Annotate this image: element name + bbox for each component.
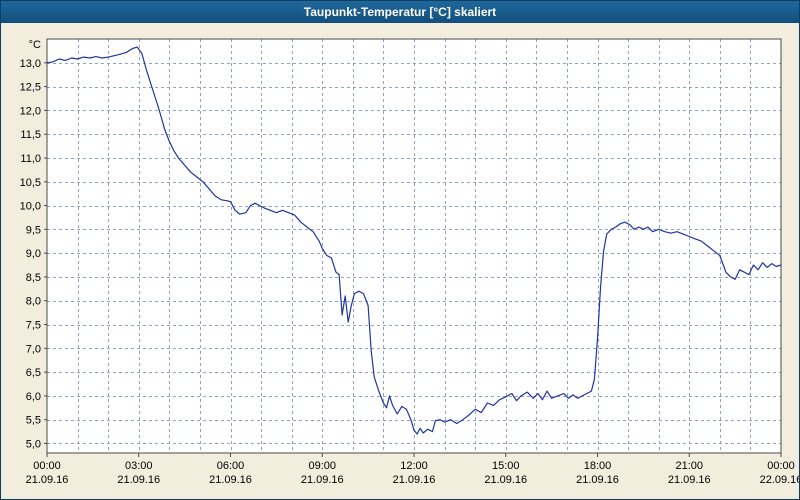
x-tick-date: 21.09.16	[393, 474, 436, 486]
y-tick-label: 6,5	[26, 367, 41, 379]
x-tick-time: 15:00	[492, 460, 520, 472]
y-tick-label: 11,5	[20, 129, 41, 141]
y-tick-label: 8,5	[26, 272, 41, 284]
y-tick-label: 12,0	[20, 105, 41, 117]
y-tick-label: 10,5	[20, 177, 41, 189]
y-tick-label: 5,5	[26, 415, 41, 427]
x-tick-date: 21.09.16	[484, 474, 527, 486]
x-tick-time: 03:00	[125, 460, 153, 472]
x-tick-time: 09:00	[308, 460, 336, 472]
y-tick-label: 11,0	[20, 153, 41, 165]
y-tick-label: 7,5	[26, 320, 41, 332]
y-axis-unit-label: °C	[29, 39, 41, 51]
x-tick-time: 00:00	[33, 460, 61, 472]
x-tick-date: 21.09.16	[668, 474, 711, 486]
y-tick-label: 9,0	[26, 248, 41, 260]
y-tick-label: 5,0	[26, 438, 41, 450]
x-tick-date: 21.09.16	[26, 474, 69, 486]
title-bar[interactable]: Taupunkt-Temperatur [°C] skaliert	[1, 1, 799, 23]
x-tick-date: 21.09.16	[301, 474, 344, 486]
window-title: Taupunkt-Temperatur [°C] skaliert	[303, 5, 497, 19]
x-tick-time: 12:00	[400, 460, 428, 472]
y-tick-label: 8,0	[26, 296, 41, 308]
y-tick-label: 9,5	[26, 224, 41, 236]
x-tick-time: 00:00	[767, 460, 795, 472]
x-tick-time: 06:00	[217, 460, 245, 472]
x-tick-date: 22.09.16	[760, 474, 799, 486]
series-line-0	[46, 46, 782, 435]
y-tick-label: 10,0	[20, 201, 41, 213]
y-tick-label: 6,0	[26, 391, 41, 403]
y-tick-label: 7,0	[26, 343, 41, 355]
chart-panel: 5,0 5,5 6,0 6,5 7,0 7,5 8,0 8,5 9,0 9,5 10,0 10,5 11…	[1, 23, 799, 499]
x-tick-time: 18:00	[584, 460, 612, 472]
y-tick-label: 13,0	[20, 58, 41, 70]
x-tick-date: 21.09.16	[576, 474, 619, 486]
x-axis-labels: 00:00 21.09.16 03:00 21.09.16 06:00 21.09.16 0…	[26, 453, 799, 486]
chart-canvas: 5,0 5,5 6,0 6,5 7,0 7,5 8,0 8,5 9,0 9,5 10,0 10,5 11…	[20, 38, 799, 486]
x-tick-time: 21:00	[675, 460, 703, 472]
gridlines	[47, 39, 781, 453]
y-axis-labels: 5,0 5,5 6,0 6,5 7,0 7,5 8,0 8,5 9,0 9,5 10,0 10,5 11…	[20, 58, 47, 450]
x-tick-date: 21.09.16	[209, 474, 252, 486]
x-tick-date: 21.09.16	[117, 474, 160, 486]
y-tick-label: 12,5	[20, 82, 41, 94]
